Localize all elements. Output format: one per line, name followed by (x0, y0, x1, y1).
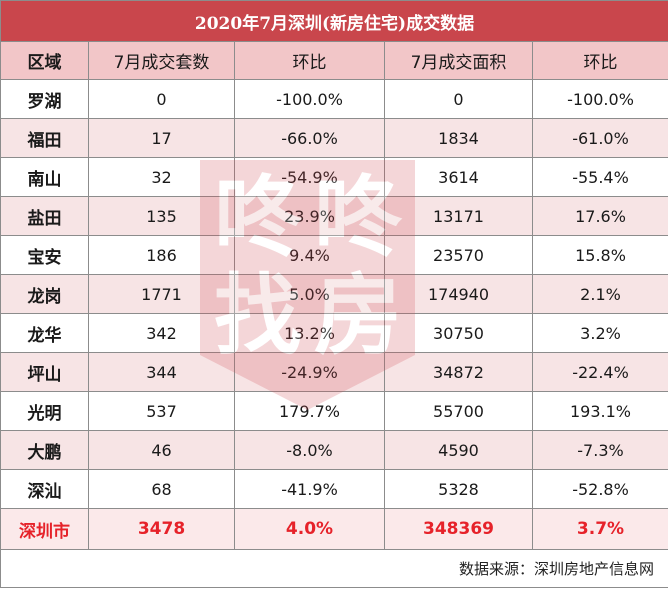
area-cell: 1834 (384, 118, 533, 158)
total-units-cell: 3478 (88, 508, 235, 550)
header-row: 区域 7月成交套数 环比 7月成交面积 环比 (0, 41, 668, 80)
area-mom-cell: 2.1% (532, 274, 668, 314)
units-mom-cell: -100.0% (234, 79, 385, 119)
table-title: 2020年7月深圳(新房住宅)成交数据 (0, 0, 668, 42)
units-cell: 68 (88, 469, 235, 509)
area-mom-cell: -22.4% (532, 352, 668, 392)
area-mom-cell: -61.0% (532, 118, 668, 158)
units-cell: 32 (88, 157, 235, 197)
units-cell: 17 (88, 118, 235, 158)
table-row: 坪山 344 -24.9% 34872 -22.4% (0, 352, 668, 392)
units-mom-cell: 13.2% (234, 313, 385, 353)
units-cell: 0 (88, 79, 235, 119)
area-mom-cell: 15.8% (532, 235, 668, 275)
area-cell: 55700 (384, 391, 533, 431)
region-cell: 坪山 (0, 352, 89, 392)
area-mom-cell: 3.2% (532, 313, 668, 353)
table-row: 福田 17 -66.0% 1834 -61.0% (0, 118, 668, 158)
region-cell: 深汕 (0, 469, 89, 509)
area-mom-cell: 17.6% (532, 196, 668, 236)
total-row: 深圳市 3478 4.0% 348369 3.7% (0, 508, 668, 550)
units-mom-cell: 5.0% (234, 274, 385, 314)
units-mom-cell: 9.4% (234, 235, 385, 275)
units-cell: 537 (88, 391, 235, 431)
table-row: 深汕 68 -41.9% 5328 -52.8% (0, 469, 668, 509)
table-row: 南山 32 -54.9% 3614 -55.4% (0, 157, 668, 197)
area-cell: 174940 (384, 274, 533, 314)
units-mom-cell: 23.9% (234, 196, 385, 236)
region-cell: 宝安 (0, 235, 89, 275)
units-mom-cell: -41.9% (234, 469, 385, 509)
units-cell: 1771 (88, 274, 235, 314)
units-cell: 344 (88, 352, 235, 392)
area-mom-cell: -55.4% (532, 157, 668, 197)
area-cell: 3614 (384, 157, 533, 197)
area-cell: 34872 (384, 352, 533, 392)
header-area-mom: 环比 (532, 41, 668, 80)
units-mom-cell: -24.9% (234, 352, 385, 392)
table-row: 罗湖 0 -100.0% 0 -100.0% (0, 79, 668, 119)
area-cell: 23570 (384, 235, 533, 275)
units-mom-cell: 179.7% (234, 391, 385, 431)
total-region-cell: 深圳市 (0, 508, 89, 550)
region-cell: 大鹏 (0, 430, 89, 470)
area-cell: 4590 (384, 430, 533, 470)
units-cell: 135 (88, 196, 235, 236)
header-region: 区域 (0, 41, 89, 80)
area-cell: 30750 (384, 313, 533, 353)
table-row: 盐田 135 23.9% 13171 17.6% (0, 196, 668, 236)
table-row: 大鹏 46 -8.0% 4590 -7.3% (0, 430, 668, 470)
table-row: 光明 537 179.7% 55700 193.1% (0, 391, 668, 431)
total-units-mom-cell: 4.0% (234, 508, 385, 550)
units-mom-cell: -8.0% (234, 430, 385, 470)
area-cell: 5328 (384, 469, 533, 509)
header-units-mom: 环比 (234, 41, 385, 80)
area-mom-cell: -7.3% (532, 430, 668, 470)
units-mom-cell: -66.0% (234, 118, 385, 158)
units-mom-cell: -54.9% (234, 157, 385, 197)
region-cell: 盐田 (0, 196, 89, 236)
title-row: 2020年7月深圳(新房住宅)成交数据 (0, 0, 668, 42)
area-mom-cell: -100.0% (532, 79, 668, 119)
units-cell: 46 (88, 430, 235, 470)
region-cell: 光明 (0, 391, 89, 431)
region-cell: 南山 (0, 157, 89, 197)
area-mom-cell: 193.1% (532, 391, 668, 431)
units-cell: 186 (88, 235, 235, 275)
total-area-cell: 348369 (384, 508, 533, 550)
total-area-mom-cell: 3.7% (532, 508, 668, 550)
table-row: 宝安 186 9.4% 23570 15.8% (0, 235, 668, 275)
area-mom-cell: -52.8% (532, 469, 668, 509)
source-note: 数据来源：深圳房地产信息网 (0, 549, 668, 588)
table-row: 龙华 342 13.2% 30750 3.2% (0, 313, 668, 353)
region-cell: 龙华 (0, 313, 89, 353)
area-cell: 0 (384, 79, 533, 119)
area-cell: 13171 (384, 196, 533, 236)
source-row: 数据来源：深圳房地产信息网 (0, 549, 668, 588)
header-units: 7月成交套数 (88, 41, 235, 80)
units-cell: 342 (88, 313, 235, 353)
transaction-table: 2020年7月深圳(新房住宅)成交数据 区域 7月成交套数 环比 7月成交面积 … (0, 0, 668, 588)
header-area: 7月成交面积 (384, 41, 533, 80)
table-row: 龙岗 1771 5.0% 174940 2.1% (0, 274, 668, 314)
region-cell: 龙岗 (0, 274, 89, 314)
region-cell: 福田 (0, 118, 89, 158)
region-cell: 罗湖 (0, 79, 89, 119)
